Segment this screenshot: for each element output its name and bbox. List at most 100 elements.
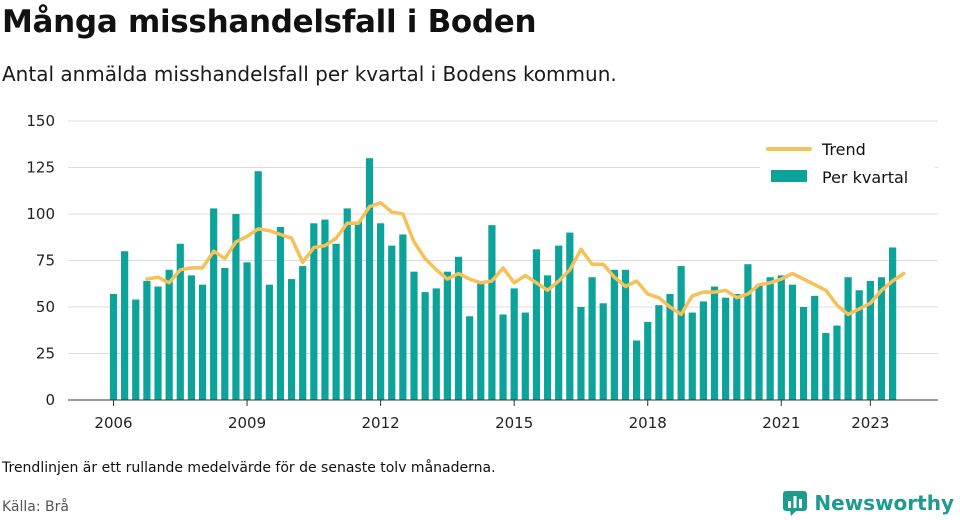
bar bbox=[733, 293, 741, 400]
bar bbox=[655, 305, 663, 400]
bar bbox=[165, 269, 173, 400]
bar bbox=[354, 221, 362, 400]
bar bbox=[543, 275, 552, 400]
chart-title: Många misshandelsfall i Boden bbox=[2, 4, 537, 40]
x-tick-label: 2012 bbox=[362, 414, 400, 432]
bar bbox=[454, 256, 463, 400]
bar bbox=[232, 214, 240, 400]
bar bbox=[466, 316, 474, 400]
x-tick-label: 2015 bbox=[495, 414, 533, 432]
brand-logo: Newsworthy bbox=[782, 490, 954, 516]
source-label: Källa: Brå bbox=[2, 499, 69, 515]
y-tick-label: 100 bbox=[26, 205, 55, 223]
bar bbox=[132, 299, 140, 400]
newsworthy-icon bbox=[783, 491, 808, 516]
bar bbox=[599, 303, 607, 400]
bar bbox=[766, 277, 774, 400]
bar bbox=[377, 223, 385, 400]
bar bbox=[243, 262, 251, 400]
bar bbox=[833, 325, 841, 400]
bar bbox=[799, 307, 808, 400]
bar-series bbox=[109, 158, 897, 400]
bar bbox=[666, 293, 674, 400]
x-tick-label: 2021 bbox=[762, 414, 800, 432]
bar bbox=[299, 266, 307, 400]
y-tick-label: 0 bbox=[45, 391, 55, 409]
bar bbox=[510, 288, 518, 400]
bar bbox=[488, 225, 496, 400]
bar bbox=[577, 307, 585, 400]
bar bbox=[410, 271, 418, 400]
bar bbox=[588, 277, 596, 400]
bar bbox=[121, 251, 129, 400]
bar bbox=[332, 243, 340, 400]
x-tick-label: 2023 bbox=[851, 414, 889, 432]
bar bbox=[477, 282, 485, 400]
bar bbox=[310, 223, 318, 400]
bar bbox=[644, 321, 652, 400]
bar bbox=[722, 297, 730, 400]
y-tick-label: 25 bbox=[36, 345, 55, 363]
bar bbox=[343, 208, 351, 400]
bar bbox=[621, 269, 630, 400]
bar bbox=[221, 267, 229, 400]
bar bbox=[210, 208, 218, 400]
trend-line bbox=[145, 201, 906, 317]
bar bbox=[633, 340, 641, 400]
bar bbox=[388, 245, 396, 400]
bar bbox=[877, 277, 886, 400]
bar bbox=[154, 286, 162, 400]
chart-subtitle: Antal anmälda misshandelsfall per kvarta… bbox=[2, 62, 617, 86]
bar bbox=[143, 280, 151, 400]
bar bbox=[822, 333, 830, 400]
bar bbox=[855, 290, 863, 400]
bar bbox=[866, 280, 874, 400]
x-tick-label: 2009 bbox=[228, 414, 266, 432]
bar bbox=[254, 171, 262, 400]
bar bbox=[811, 295, 819, 400]
bar bbox=[443, 271, 451, 400]
brand-name: Newsworthy bbox=[814, 491, 954, 515]
bar bbox=[788, 284, 797, 400]
bar bbox=[432, 288, 440, 400]
bar bbox=[499, 314, 507, 400]
bar bbox=[365, 158, 374, 400]
bar bbox=[699, 301, 707, 400]
bar bbox=[777, 275, 785, 400]
trend-series bbox=[145, 201, 906, 317]
bar bbox=[187, 275, 196, 400]
bar bbox=[844, 277, 852, 400]
bar bbox=[555, 245, 563, 400]
bar bbox=[688, 312, 696, 400]
bar bbox=[287, 279, 296, 400]
footnote: Trendlinjen är ett rullande medelvärde f… bbox=[2, 460, 496, 476]
x-tick-label: 2006 bbox=[94, 414, 132, 432]
y-tick-label: 50 bbox=[36, 298, 55, 316]
bar bbox=[566, 232, 574, 400]
bar bbox=[109, 293, 118, 400]
bar bbox=[176, 243, 184, 400]
bar bbox=[755, 284, 763, 400]
y-tick-label: 125 bbox=[26, 159, 55, 177]
legend-bar-label: Per kvartal bbox=[822, 168, 908, 187]
bar bbox=[744, 264, 752, 400]
bar bbox=[399, 234, 407, 400]
bar bbox=[321, 219, 329, 400]
legend-trend-label: Trend bbox=[821, 140, 866, 159]
bar bbox=[677, 266, 685, 400]
y-tick-label: 150 bbox=[26, 112, 55, 130]
legend: Trend Per kvartal bbox=[760, 136, 935, 194]
chart: 0 25 50 75 100 125 150 2006 2009 2012 2015 2018 2021… bbox=[26, 112, 938, 432]
bar bbox=[610, 269, 618, 400]
bar bbox=[421, 292, 429, 400]
y-tick-label: 75 bbox=[36, 252, 55, 270]
bar bbox=[521, 312, 529, 400]
axes: 0 25 50 75 100 125 150 2006 2009 2012 2015 2018 2021… bbox=[26, 112, 938, 432]
bar bbox=[265, 284, 273, 400]
bar bbox=[198, 284, 207, 400]
bar bbox=[710, 286, 719, 400]
x-tick-label: 2018 bbox=[629, 414, 667, 432]
bar bbox=[889, 247, 897, 400]
legend-bar-swatch bbox=[771, 170, 807, 182]
bar bbox=[532, 249, 541, 400]
